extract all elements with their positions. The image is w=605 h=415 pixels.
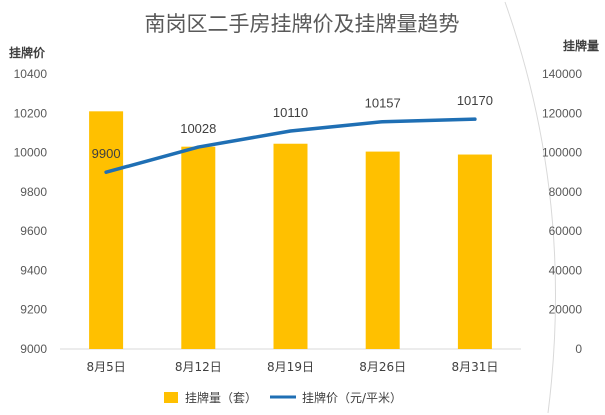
right-tick-label: 60000	[549, 224, 583, 238]
bar	[457, 154, 492, 349]
line-series	[104, 117, 477, 174]
left-tick-label: 9600	[20, 224, 47, 238]
left-tick-label: 10200	[14, 106, 48, 120]
line-point	[473, 117, 477, 121]
right-tick-label: 80000	[549, 185, 583, 199]
left-tick-label: 9200	[20, 303, 47, 317]
category-label: 8月12日	[175, 360, 222, 374]
data-label: 10028	[180, 121, 216, 136]
category-label: 8月26日	[359, 360, 406, 374]
data-label: 10110	[273, 105, 308, 120]
line-point	[104, 170, 108, 174]
right-tick-label: 120000	[542, 106, 582, 120]
chart-title: 南岗区二手房挂牌价及挂牌量趋势	[145, 12, 460, 36]
right-axis-ticks: 0 20000 40000 60000 80000 100000 120000 140000	[542, 67, 582, 356]
data-labels: 9900 10028 10110 10157 10170	[92, 93, 493, 161]
bar	[365, 151, 400, 349]
right-tick-label: 140000	[542, 67, 582, 81]
bar	[89, 111, 124, 349]
left-axis-title: 挂牌价	[9, 45, 46, 60]
legend-swatch-bar	[164, 392, 178, 403]
data-label: 9900	[92, 146, 121, 161]
right-tick-label: 100000	[542, 146, 582, 160]
right-tick-label: 20000	[549, 303, 583, 317]
bar-series	[89, 111, 492, 349]
category-labels: 8月5日 8月12日 8月19日 8月26日 8月31日	[86, 360, 498, 374]
bar	[181, 146, 216, 349]
category-label: 8月5日	[86, 360, 125, 374]
right-axis-title: 挂牌量	[563, 38, 599, 53]
line-point	[196, 145, 200, 149]
data-label: 10157	[365, 96, 401, 111]
left-tick-label: 9000	[20, 342, 47, 356]
left-tick-label: 9800	[20, 185, 47, 199]
left-tick-label: 10400	[14, 67, 48, 81]
legend-label-bar: 挂牌量（套）	[185, 391, 257, 405]
right-tick-label: 40000	[549, 263, 583, 277]
data-label: 10170	[457, 93, 493, 108]
left-tick-label: 9400	[20, 263, 47, 277]
right-tick-label: 0	[575, 342, 582, 356]
line-point	[381, 120, 385, 124]
decorative-arc	[504, 1, 557, 414]
left-axis-ticks: 9000 9200 9400 9600 9800 10000 10200 10400	[14, 67, 48, 356]
legend-label-line: 挂牌价（元/平米）	[302, 391, 402, 405]
category-label: 8月19日	[267, 360, 314, 374]
legend: 挂牌量（套） 挂牌价（元/平米）	[164, 391, 402, 405]
line-point	[289, 129, 292, 133]
category-label: 8月31日	[451, 360, 498, 374]
bar	[273, 143, 308, 349]
left-tick-label: 10000	[14, 146, 48, 160]
